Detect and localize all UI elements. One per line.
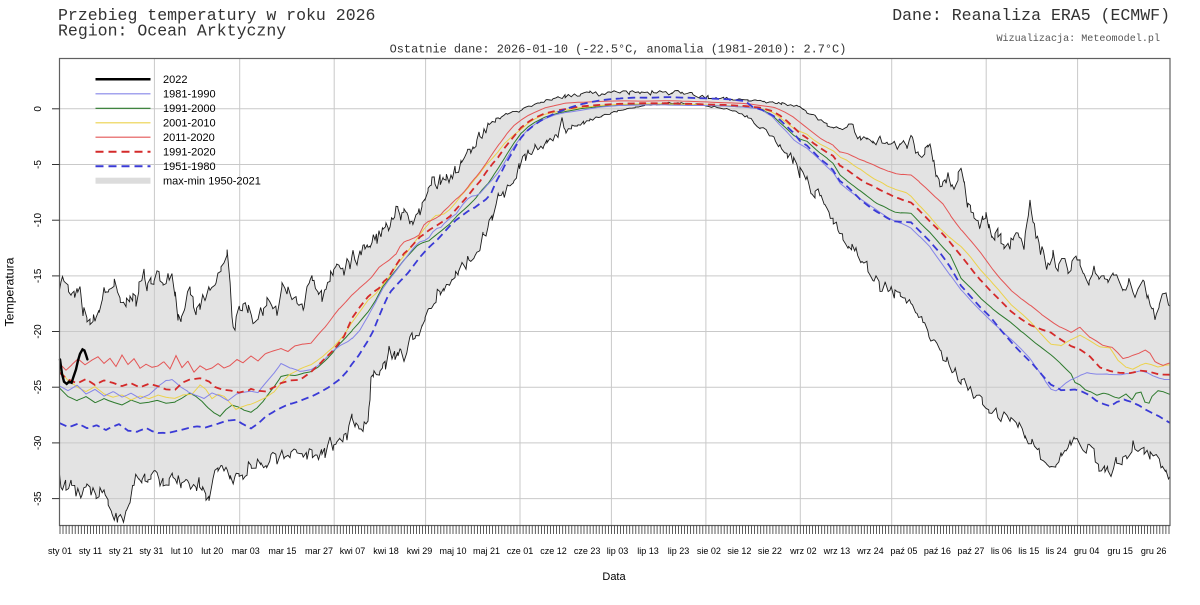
svg-text:sty 31: sty 31 xyxy=(139,546,163,556)
svg-text:mar 03: mar 03 xyxy=(232,546,260,556)
svg-text:paź 05: paź 05 xyxy=(890,546,917,556)
svg-text:wrz 24: wrz 24 xyxy=(856,546,884,556)
svg-text:cze 23: cze 23 xyxy=(574,546,601,556)
svg-text:0: 0 xyxy=(33,106,44,112)
svg-text:wrz 02: wrz 02 xyxy=(789,546,817,556)
svg-text:lut 20: lut 20 xyxy=(201,546,223,556)
svg-text:2022: 2022 xyxy=(163,74,187,86)
svg-text:Ostatnie dane: 2026-01-10 (-22: Ostatnie dane: 2026-01-10 (-22.5°C, anom… xyxy=(390,43,847,57)
svg-text:-5: -5 xyxy=(33,160,44,169)
svg-text:gru 15: gru 15 xyxy=(1107,546,1133,556)
svg-text:sty 01: sty 01 xyxy=(48,546,72,556)
svg-text:kwi 07: kwi 07 xyxy=(340,546,366,556)
svg-text:-30: -30 xyxy=(33,435,44,450)
svg-text:Dane: Reanaliza ERA5 (ECMWF): Dane: Reanaliza ERA5 (ECMWF) xyxy=(892,6,1170,25)
svg-text:2001-2010: 2001-2010 xyxy=(163,118,216,130)
svg-text:lut 10: lut 10 xyxy=(171,546,193,556)
svg-text:lis 24: lis 24 xyxy=(1046,546,1067,556)
svg-text:1981-1990: 1981-1990 xyxy=(163,89,216,101)
svg-text:Wizualizacja: Meteomodel.pl: Wizualizacja: Meteomodel.pl xyxy=(996,33,1160,45)
svg-text:mar 15: mar 15 xyxy=(268,546,296,556)
svg-text:-20: -20 xyxy=(33,324,44,339)
svg-text:lip 13: lip 13 xyxy=(637,546,659,556)
svg-text:maj 10: maj 10 xyxy=(439,546,466,556)
svg-text:sie 12: sie 12 xyxy=(727,546,751,556)
svg-text:lip 23: lip 23 xyxy=(668,546,690,556)
svg-text:Region: Ocean Arktyczny: Region: Ocean Arktyczny xyxy=(58,22,286,41)
svg-text:-15: -15 xyxy=(33,268,44,283)
svg-text:paź 16: paź 16 xyxy=(924,546,951,556)
svg-text:-35: -35 xyxy=(33,491,44,506)
svg-text:lis 06: lis 06 xyxy=(991,546,1012,556)
svg-text:kwi 29: kwi 29 xyxy=(407,546,433,556)
svg-text:lip 03: lip 03 xyxy=(607,546,629,556)
svg-text:1951-1980: 1951-1980 xyxy=(163,161,216,173)
svg-text:-25: -25 xyxy=(33,380,44,395)
svg-text:cze 12: cze 12 xyxy=(540,546,567,556)
svg-text:mar 27: mar 27 xyxy=(305,546,333,556)
svg-text:-10: -10 xyxy=(33,213,44,228)
svg-text:paź 27: paź 27 xyxy=(957,546,984,556)
svg-text:sty 21: sty 21 xyxy=(109,546,133,556)
svg-text:maj 21: maj 21 xyxy=(473,546,500,556)
svg-text:1991-2020: 1991-2020 xyxy=(163,147,216,159)
svg-text:max-min 1950-2021: max-min 1950-2021 xyxy=(163,176,261,188)
svg-text:sty 11: sty 11 xyxy=(79,546,102,556)
svg-text:Data: Data xyxy=(602,571,626,583)
svg-text:Przebieg temperatury w roku 20: Przebieg temperatury w roku 2026 xyxy=(58,6,375,25)
svg-text:sie 02: sie 02 xyxy=(697,546,721,556)
svg-text:1991-2000: 1991-2000 xyxy=(163,103,216,115)
svg-text:cze 01: cze 01 xyxy=(507,546,534,556)
svg-text:wrz 13: wrz 13 xyxy=(823,546,851,556)
svg-text:sie 22: sie 22 xyxy=(758,546,782,556)
svg-text:gru 26: gru 26 xyxy=(1141,546,1167,556)
svg-text:lis 15: lis 15 xyxy=(1018,546,1039,556)
svg-text:2011-2020: 2011-2020 xyxy=(163,132,215,144)
svg-text:kwi 18: kwi 18 xyxy=(373,546,399,556)
svg-text:gru 04: gru 04 xyxy=(1074,546,1100,556)
svg-text:Temperatura: Temperatura xyxy=(3,257,17,326)
